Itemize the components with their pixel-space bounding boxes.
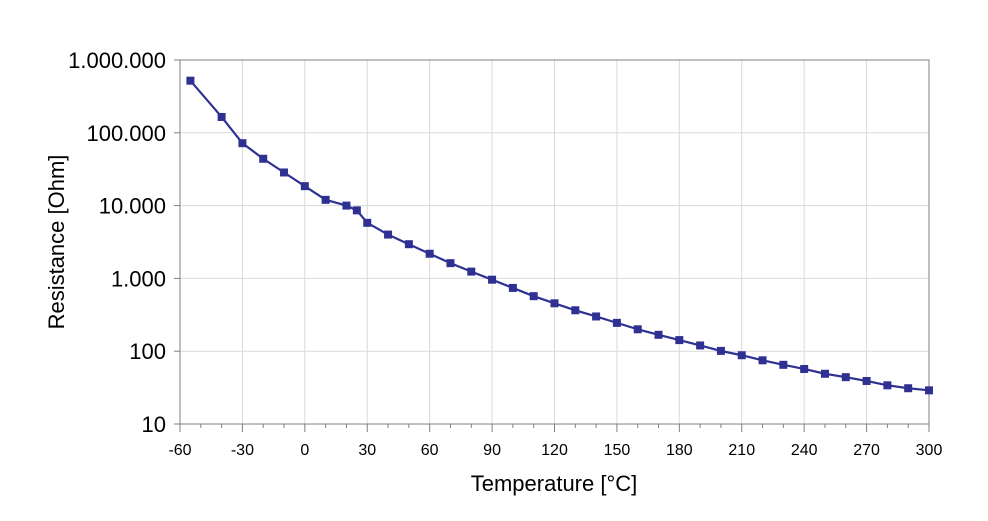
data-point [820,369,829,378]
data-point [841,373,850,382]
data-point [300,182,309,191]
x-tick-label: 120 [541,442,568,459]
data-point [612,318,621,327]
data-point [758,356,767,365]
data-point [508,283,517,292]
data-point [904,384,913,393]
data-point [592,312,601,321]
grid-layer [180,60,929,424]
data-point [217,112,226,121]
data-point [883,381,892,390]
data-point [352,206,361,215]
x-tick-label: 210 [728,442,755,459]
y-tick-label: 10.000 [99,194,166,219]
data-point [404,240,413,249]
y-tick-label: 100 [129,339,166,364]
data-point [862,376,871,385]
data-point [363,218,372,227]
data-point [633,325,642,334]
data-point [737,351,746,360]
data-point [446,259,455,268]
data-point [925,386,933,395]
data-point [696,341,705,350]
x-tick-label: 240 [791,442,818,459]
data-point [186,76,195,85]
x-tick-label: 180 [666,442,693,459]
series-layer [186,76,933,395]
data-point [259,154,268,163]
y-axis-title: Resistance [Ohm] [44,155,69,330]
data-point [280,168,289,177]
data-point [467,267,476,276]
data-point [800,364,809,373]
x-tick-label: -60 [168,442,191,459]
x-tick-label: 150 [604,442,631,459]
data-point [342,201,351,210]
y-tick-label: 1.000 [111,266,166,291]
data-point [779,360,788,369]
x-tick-label: 30 [358,442,376,459]
x-tick-label: 60 [421,442,439,459]
x-tick-label: -30 [231,442,254,459]
y-tick-label: 10 [142,412,166,437]
data-point [321,195,330,204]
data-point [716,346,725,355]
data-point [675,336,684,345]
x-tick-label: 90 [483,442,501,459]
data-point [654,330,663,339]
data-point [384,230,393,239]
y-tick-label: 1.000.000 [68,48,166,73]
labels-layer: -60 -30 0 30 60 90 120 150 180 210 240 270 300 10 100 1… [68,48,942,459]
data-point [238,139,247,148]
data-point [425,249,434,258]
data-point [571,306,580,315]
data-point [550,299,559,308]
x-tick-label: 270 [853,442,880,459]
x-tick-label: 0 [300,442,309,459]
data-point [529,292,538,301]
data-point [488,275,497,284]
y-tick-label: 100.000 [86,121,166,146]
x-tick-label: 300 [916,442,943,459]
x-axis-title: Temperature [°C] [471,471,638,496]
ticks-layer [174,59,930,432]
series-line [189,79,930,392]
